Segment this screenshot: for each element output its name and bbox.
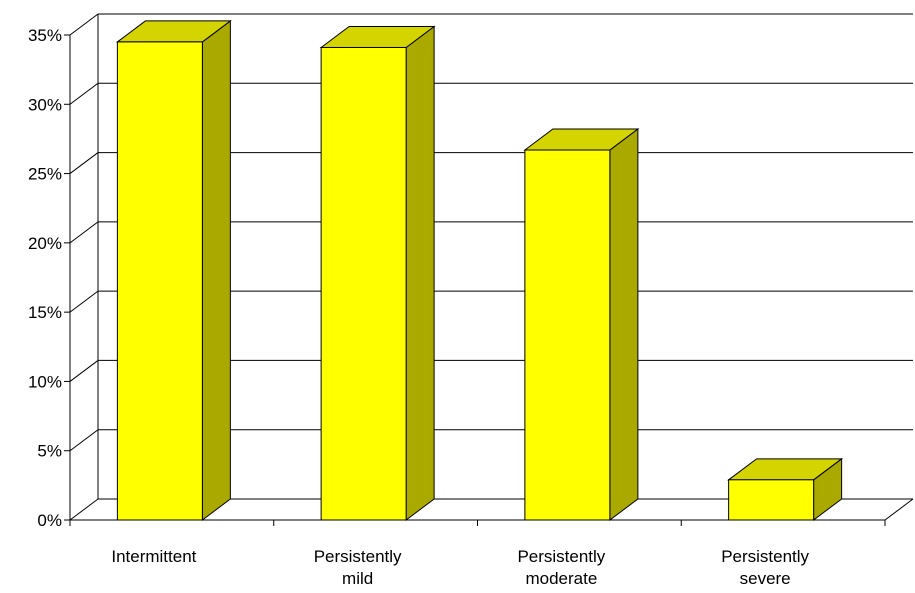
x-category-label: Intermittent — [111, 547, 196, 566]
y-tick-label: 25% — [28, 165, 62, 184]
y-wall-diagonal — [69, 429, 99, 452]
x-category-label: Persistently severe — [721, 547, 809, 588]
floor-right-edge — [884, 498, 914, 521]
bar-front — [320, 46, 407, 521]
bar-front — [524, 149, 611, 521]
y-wall-diagonal — [69, 152, 99, 174]
y-tick-label: 35% — [28, 26, 62, 45]
x-category-label: Persistently moderate — [517, 547, 605, 588]
bar — [523, 128, 640, 521]
bar-side — [609, 128, 639, 521]
y-wall-diagonal — [69, 221, 99, 244]
bar — [115, 19, 232, 521]
bar-side — [405, 25, 435, 521]
bar — [319, 25, 436, 521]
y-tick-label: 10% — [28, 372, 62, 391]
y-tick-label: 15% — [28, 303, 62, 322]
y-wall-diagonal — [69, 13, 99, 36]
y-tick-label: 0% — [37, 511, 62, 530]
gridlines — [98, 13, 913, 500]
bar-side — [201, 19, 231, 521]
bar-front — [116, 41, 203, 521]
bar — [727, 457, 844, 521]
y-wall-diagonal — [69, 82, 99, 105]
y-tick-label: 30% — [28, 95, 62, 114]
y-wall-diagonal — [69, 360, 99, 382]
y-tick-label: 5% — [37, 442, 62, 461]
y-wall-diagonal — [69, 498, 99, 521]
bar-front — [728, 479, 815, 521]
x-category-labels: Intermittent Persistently mild Persistently… — [111, 547, 809, 588]
y-tick-label: 20% — [28, 234, 62, 253]
y-wall-diagonal — [69, 290, 99, 313]
bars — [115, 19, 844, 521]
y-tick-labels: 0% 5% 10% 15% 20% 25% 30% 35% — [28, 26, 62, 530]
x-category-label: Persistently mild — [314, 547, 402, 588]
